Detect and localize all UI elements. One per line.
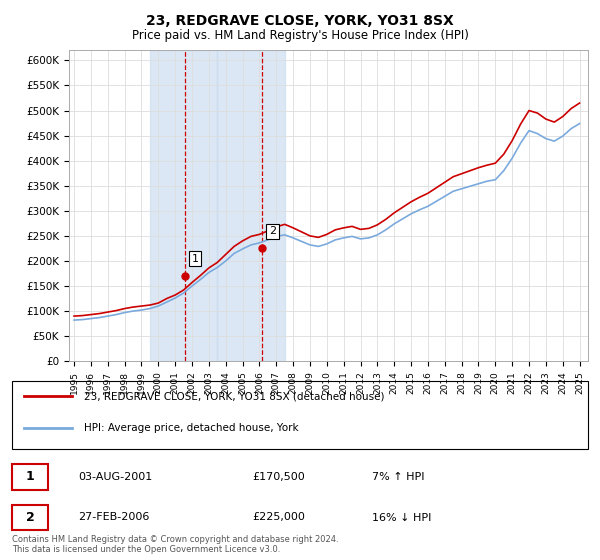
Text: 03-AUG-2001: 03-AUG-2001 <box>78 472 152 482</box>
Text: 7% ↑ HPI: 7% ↑ HPI <box>372 472 425 482</box>
Text: 16% ↓ HPI: 16% ↓ HPI <box>372 512 431 522</box>
Text: 2: 2 <box>26 511 34 524</box>
Text: 23, REDGRAVE CLOSE, YORK, YO31 8SX: 23, REDGRAVE CLOSE, YORK, YO31 8SX <box>146 14 454 28</box>
Text: 1: 1 <box>26 470 34 483</box>
Text: 23, REDGRAVE CLOSE, YORK, YO31 8SX (detached house): 23, REDGRAVE CLOSE, YORK, YO31 8SX (deta… <box>84 391 385 402</box>
Bar <box>217 50 284 361</box>
Text: 2: 2 <box>269 226 276 236</box>
Bar <box>150 50 217 361</box>
Text: Contains HM Land Registry data © Crown copyright and database right 2024.
This d: Contains HM Land Registry data © Crown c… <box>12 535 338 554</box>
Text: 27-FEB-2006: 27-FEB-2006 <box>78 512 149 522</box>
Bar <box>12 381 588 449</box>
Text: £225,000: £225,000 <box>252 512 305 522</box>
Text: Price paid vs. HM Land Registry's House Price Index (HPI): Price paid vs. HM Land Registry's House … <box>131 29 469 42</box>
Text: HPI: Average price, detached house, York: HPI: Average price, detached house, York <box>84 423 299 433</box>
Bar <box>12 464 48 490</box>
Text: 1: 1 <box>191 254 199 264</box>
Bar <box>12 505 48 530</box>
Text: £170,500: £170,500 <box>252 472 305 482</box>
